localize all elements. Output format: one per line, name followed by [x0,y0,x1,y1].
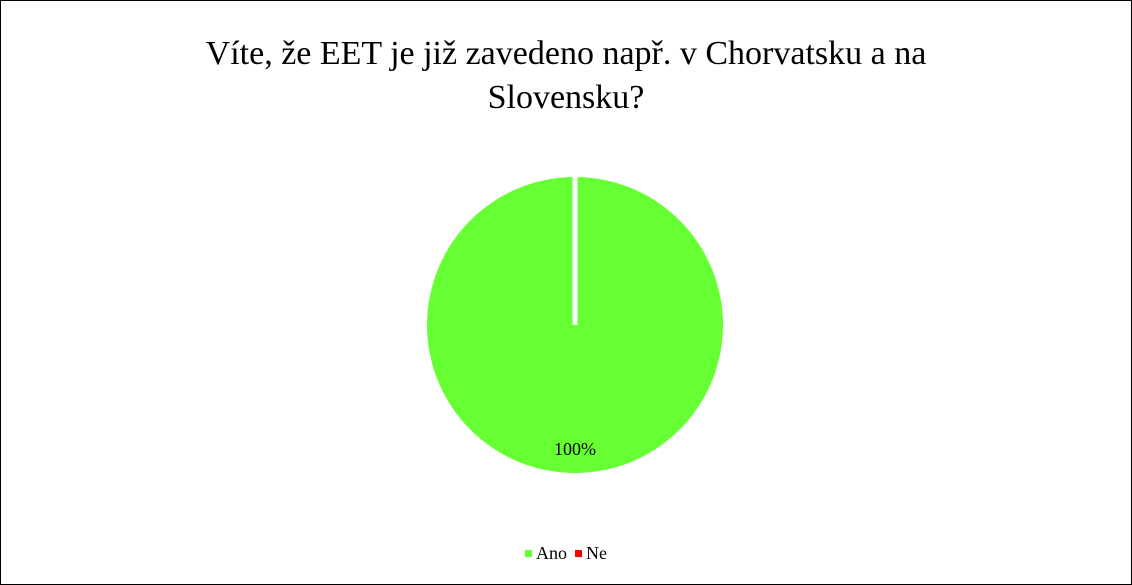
chart-title: Víte, že EET je již zavedeno např. v Cho… [0,32,1132,120]
legend: Ano Ne [0,543,1132,564]
legend-swatch-ano [525,550,532,557]
chart-title-line-2: Slovensku? [487,79,645,116]
legend-item-ne: Ne [575,543,607,564]
legend-label-ano: Ano [536,543,567,563]
legend-swatch-ne [575,550,582,557]
chart-title-line-1: Víte, že EET je již zavedeno např. v Cho… [205,35,927,72]
data-label-ano: 100% [554,439,596,459]
pie-slices [427,177,723,473]
legend-label-ne: Ne [586,543,607,563]
legend-item-ano: Ano [525,543,567,564]
